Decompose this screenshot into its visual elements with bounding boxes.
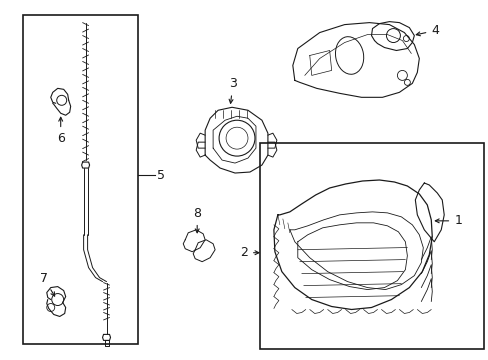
Text: 1: 1 xyxy=(434,214,461,228)
Text: 5: 5 xyxy=(157,168,165,181)
Text: 3: 3 xyxy=(229,77,237,103)
Text: 8: 8 xyxy=(193,207,201,233)
Text: 4: 4 xyxy=(415,24,438,37)
Text: 7: 7 xyxy=(40,271,55,296)
Text: 6: 6 xyxy=(57,117,64,145)
Text: 2: 2 xyxy=(240,246,258,259)
Bar xyxy=(260,143,483,349)
Bar xyxy=(23,15,138,345)
